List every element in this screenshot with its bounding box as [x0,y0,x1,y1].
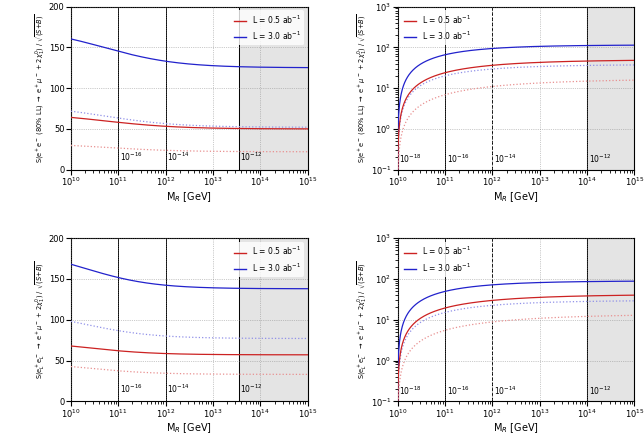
X-axis label: M$_{R}$ [GeV]: M$_{R}$ [GeV] [166,190,212,204]
Bar [587,7,644,170]
Bar [239,7,322,170]
X-axis label: M$_{R}$ [GeV]: M$_{R}$ [GeV] [493,421,539,435]
Bar [239,238,322,401]
X-axis label: M$_{R}$ [GeV]: M$_{R}$ [GeV] [166,421,212,435]
Text: 10$^{-14}$: 10$^{-14}$ [494,384,516,396]
Text: 10$^{-12}$: 10$^{-12}$ [240,382,263,395]
Text: 10$^{-16}$: 10$^{-16}$ [446,384,469,396]
Text: 10$^{-14}$: 10$^{-14}$ [494,153,516,165]
Y-axis label: S(e$^+$e$^-$ (80% LL) $\to$ e$^+\mu^-$ + 2$\chi_1^0$) / $\sqrt{(S\!+\!B)}$: S(e$^+$e$^-$ (80% LL) $\to$ e$^+\mu^-$ +… [355,13,369,163]
Text: 10$^{-16}$: 10$^{-16}$ [120,151,142,163]
Text: 10$^{-12}$: 10$^{-12}$ [589,384,611,396]
Y-axis label: S(e$_L^+$e$_L^-$ $\to$ e$^+\mu^-$ + 2$\chi_1^0$) / $\sqrt{(S\!+\!B)}$: S(e$_L^+$e$_L^-$ $\to$ e$^+\mu^-$ + 2$\c… [34,261,48,379]
Y-axis label: S(e$^+$e$^-$ (80% LL) $\to$ e$^+\mu^-$ + 2$\chi_1^0$) / $\sqrt{(S\!+\!B)}$: S(e$^+$e$^-$ (80% LL) $\to$ e$^+\mu^-$ +… [34,13,48,163]
Legend: L = 0.5 ab$^{-1}$, L = 3.0 ab$^{-1}$: L = 0.5 ab$^{-1}$, L = 3.0 ab$^{-1}$ [401,242,474,277]
Bar [587,238,644,401]
Y-axis label: S(e$_L^+$e$_L^-$ $\to$ e$^+\mu^-$ + 2$\chi_1^0$) / $\sqrt{(S\!+\!B)}$: S(e$_L^+$e$_L^-$ $\to$ e$^+\mu^-$ + 2$\c… [355,261,369,379]
Text: 10$^{-14}$: 10$^{-14}$ [167,382,190,395]
Text: 10$^{-12}$: 10$^{-12}$ [240,151,263,163]
Text: 10$^{-14}$: 10$^{-14}$ [167,151,190,163]
Text: 10$^{-12}$: 10$^{-12}$ [589,153,611,165]
Legend: L = 0.5 ab$^{-1}$, L = 3.0 ab$^{-1}$: L = 0.5 ab$^{-1}$, L = 3.0 ab$^{-1}$ [231,242,304,277]
Text: 10$^{-18}$: 10$^{-18}$ [399,384,422,396]
Text: 10$^{-18}$: 10$^{-18}$ [399,153,422,165]
Legend: L = 0.5 ab$^{-1}$, L = 3.0 ab$^{-1}$: L = 0.5 ab$^{-1}$, L = 3.0 ab$^{-1}$ [231,11,304,45]
Text: 10$^{-16}$: 10$^{-16}$ [446,153,469,165]
X-axis label: M$_{R}$ [GeV]: M$_{R}$ [GeV] [493,190,539,204]
Text: 10$^{-16}$: 10$^{-16}$ [120,382,142,395]
Legend: L = 0.5 ab$^{-1}$, L = 3.0 ab$^{-1}$: L = 0.5 ab$^{-1}$, L = 3.0 ab$^{-1}$ [401,11,474,45]
